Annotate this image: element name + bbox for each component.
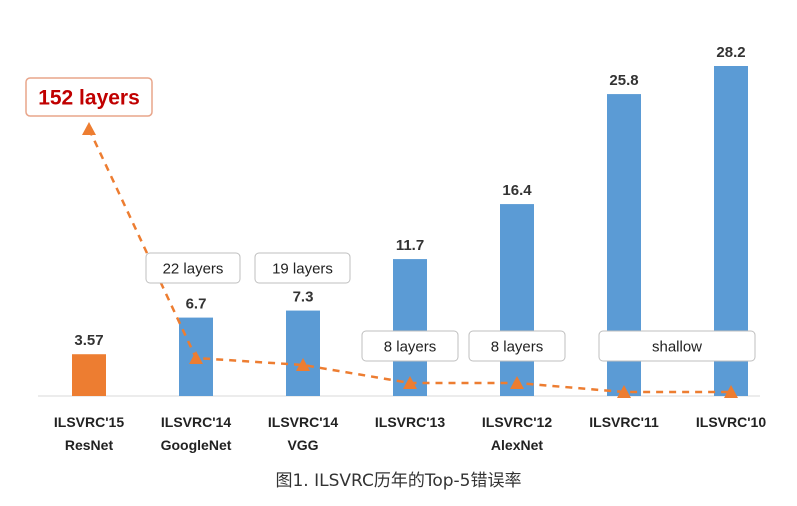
- figure-caption: 图1. ILSVRC历年的Top-5错误率: [0, 466, 797, 491]
- x-tick-label: ILSVRC'10: [696, 414, 766, 430]
- bar: [72, 354, 106, 396]
- x-tick-label: ILSVRC'14: [161, 414, 231, 430]
- bar-value-label: 28.2: [716, 44, 745, 61]
- layer-annotation-label: 8 layers: [384, 338, 437, 355]
- bar: [500, 204, 534, 396]
- layers-marker: [82, 122, 96, 135]
- layer-annotation-label: 8 layers: [491, 338, 544, 355]
- x-tick-label: ILSVRC'12: [482, 414, 552, 430]
- chart: 3.57 6.7 7.3 11.7 16.4 25.8 28.2 ILSVRC'15 ResNe…: [0, 0, 797, 460]
- bar-value-label: 7.3: [293, 289, 314, 306]
- layer-annotation-label: shallow: [652, 338, 702, 355]
- bar: [393, 259, 427, 396]
- x-tick-label: ILSVRC'13: [375, 414, 445, 430]
- bar-value-label: 6.7: [186, 296, 207, 313]
- x-tick-label: ResNet: [65, 437, 114, 453]
- x-tick-label: AlexNet: [491, 437, 543, 453]
- layer-annotation-label: 152 layers: [38, 87, 140, 110]
- x-tick-label: ILSVRC'15: [54, 414, 124, 430]
- layer-annotation-label: 22 layers: [163, 260, 224, 277]
- layer-annotation-label: 19 layers: [272, 260, 333, 277]
- x-tick-label: ILSVRC'11: [589, 414, 659, 430]
- bar: [286, 311, 320, 396]
- bar-value-label: 11.7: [396, 237, 424, 254]
- bar-value-label: 16.4: [502, 182, 532, 199]
- x-tick-label: VGG: [287, 437, 318, 453]
- bar-value-label: 3.57: [74, 332, 103, 349]
- x-tick-label: ILSVRC'14: [268, 414, 338, 430]
- x-tick-label: GoogleNet: [161, 437, 232, 453]
- bar-value-label: 25.8: [609, 72, 638, 89]
